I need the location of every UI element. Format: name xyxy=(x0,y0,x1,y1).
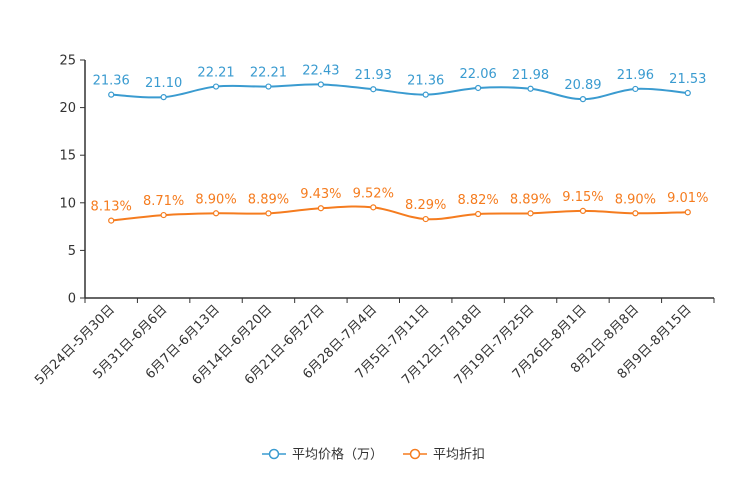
data-point[interactable] xyxy=(370,86,377,93)
data-label: 9.01% xyxy=(667,191,708,206)
data-point[interactable] xyxy=(632,85,639,93)
data-label: 20.89 xyxy=(564,78,601,93)
data-point[interactable] xyxy=(317,81,324,88)
data-label: 22.43 xyxy=(302,63,339,78)
data-point[interactable] xyxy=(475,210,482,218)
data-label: 22.21 xyxy=(250,66,287,81)
data-label: 8.71% xyxy=(143,194,184,209)
data-point[interactable] xyxy=(108,217,115,224)
data-point[interactable] xyxy=(632,210,639,217)
data-label: 8.89% xyxy=(248,192,289,207)
data-label: 21.10 xyxy=(145,76,182,91)
data-label: 21.96 xyxy=(617,68,654,83)
data-label: 21.36 xyxy=(93,74,130,89)
legend-label: 平均价格（万） xyxy=(292,447,383,463)
data-point[interactable] xyxy=(527,210,534,217)
data-label: 8.90% xyxy=(615,192,656,207)
data-point[interactable] xyxy=(160,211,167,219)
data-point[interactable] xyxy=(370,204,377,211)
data-label: 9.43% xyxy=(300,187,341,202)
data-point[interactable] xyxy=(108,91,115,98)
data-point[interactable] xyxy=(475,84,482,92)
legend: 平均价格（万） 平均折扣 xyxy=(262,447,485,463)
y-tick-label: 5 xyxy=(68,244,76,259)
data-point[interactable] xyxy=(422,91,429,98)
data-label: 8.13% xyxy=(91,200,132,215)
y-tick-label: 0 xyxy=(68,292,76,307)
data-label: 9.15% xyxy=(562,190,603,205)
data-point[interactable] xyxy=(265,210,272,217)
data-point[interactable] xyxy=(579,207,587,214)
legend-marker xyxy=(268,448,280,460)
series-line xyxy=(111,205,688,222)
y-tick-label: 15 xyxy=(59,149,76,164)
data-label: 8.29% xyxy=(405,198,446,213)
series-line xyxy=(111,83,688,101)
data-label: 21.93 xyxy=(355,68,392,83)
data-label: 22.06 xyxy=(460,67,497,82)
y-tick-label: 20 xyxy=(59,101,76,116)
data-point[interactable] xyxy=(160,94,167,101)
data-point[interactable] xyxy=(212,83,220,90)
data-label: 8.89% xyxy=(510,192,551,207)
data-label: 21.98 xyxy=(512,68,549,83)
data-label: 8.82% xyxy=(457,193,498,208)
data-label: 21.53 xyxy=(669,72,706,87)
data-point[interactable] xyxy=(422,215,429,223)
data-point[interactable] xyxy=(317,205,324,212)
legend-marker xyxy=(409,448,421,460)
y-tick-label: 25 xyxy=(59,54,76,69)
series-1: 21.36 21.10 22.21 22.21 22.43 21.93 21.36 22.06… xyxy=(93,63,706,103)
data-point[interactable] xyxy=(527,85,534,92)
series-2: 8.13% 8.71% 8.90% 8.89% 9.43% 9.52% 8.29% 8.82%… xyxy=(91,186,708,224)
data-point[interactable] xyxy=(684,209,691,216)
data-point[interactable] xyxy=(212,210,220,217)
data-label: 22.21 xyxy=(197,66,234,81)
data-label: 21.36 xyxy=(407,74,444,89)
data-label: 9.52% xyxy=(353,186,394,201)
data-label: 8.90% xyxy=(195,192,236,207)
y-tick-label: 10 xyxy=(59,196,76,211)
legend-label: 平均折扣 xyxy=(433,448,485,463)
legend-item-2[interactable]: 平均折扣 xyxy=(403,448,485,463)
data-point[interactable] xyxy=(579,96,587,103)
data-point[interactable] xyxy=(265,83,272,90)
legend-item-1[interactable]: 平均价格（万） xyxy=(262,447,383,463)
data-point[interactable] xyxy=(684,89,691,97)
